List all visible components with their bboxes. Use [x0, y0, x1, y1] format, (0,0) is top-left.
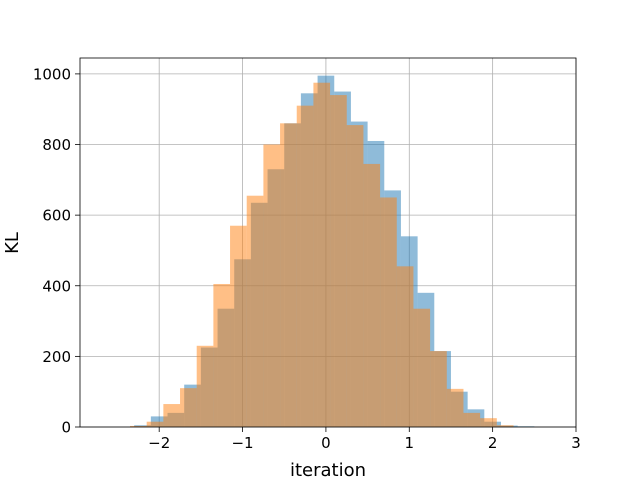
histogram-bar-series-2	[263, 144, 281, 427]
histogram-bar-series-2	[163, 404, 181, 427]
histogram-bar-series-2	[413, 308, 431, 427]
histogram-bar-series-2	[463, 412, 481, 427]
x-axis-label: iteration	[290, 460, 366, 480]
histogram-bar-series-2	[213, 283, 231, 427]
x-tick-label: −2	[148, 434, 170, 452]
x-tick-label: 3	[571, 434, 581, 452]
y-tick-label: 0	[61, 419, 71, 437]
y-tick-label: 200	[42, 348, 71, 366]
histogram-bar-series-2	[196, 345, 214, 427]
y-tick-label: 1000	[33, 65, 71, 83]
histogram-bar-series-2	[313, 82, 331, 427]
histogram-bar-series-2	[363, 163, 381, 427]
histogram-bar-series-2	[446, 388, 464, 427]
histogram-bar-series-2	[430, 351, 447, 427]
x-tick-label: 1	[405, 434, 415, 452]
x-tick-label: −1	[231, 434, 253, 452]
histogram-bar-series-2	[380, 197, 397, 427]
histogram-bar-series-2	[180, 388, 197, 427]
y-axis-label: KL	[2, 232, 23, 254]
y-tick-label: 600	[42, 207, 71, 225]
y-tick-label: 400	[42, 277, 71, 295]
histogram-bar-series-2	[396, 266, 414, 427]
y-tick-label: 800	[42, 136, 71, 154]
axis-ticks: −2 −1 0 1 2 3 0 200 400 600 800 1000	[33, 65, 581, 452]
histogram-bar-series-2	[496, 425, 514, 427]
histogram-bar-series-2	[280, 123, 297, 428]
histogram-bar-series-2	[130, 425, 147, 427]
histogram-bar-series-2	[296, 105, 314, 427]
histogram-bar-series-2	[230, 225, 247, 427]
histogram-bar-series-2	[480, 418, 497, 427]
plot-frame	[79, 57, 577, 428]
histogram-bar-series-2	[146, 421, 164, 427]
histogram-bar-series-2	[346, 125, 364, 427]
x-tick-label: 2	[488, 434, 498, 452]
histogram-bars	[130, 75, 535, 428]
histogram-bar-series-2	[246, 195, 264, 427]
histogram-bar-series-2	[330, 95, 347, 428]
x-tick-label: 0	[321, 434, 331, 452]
